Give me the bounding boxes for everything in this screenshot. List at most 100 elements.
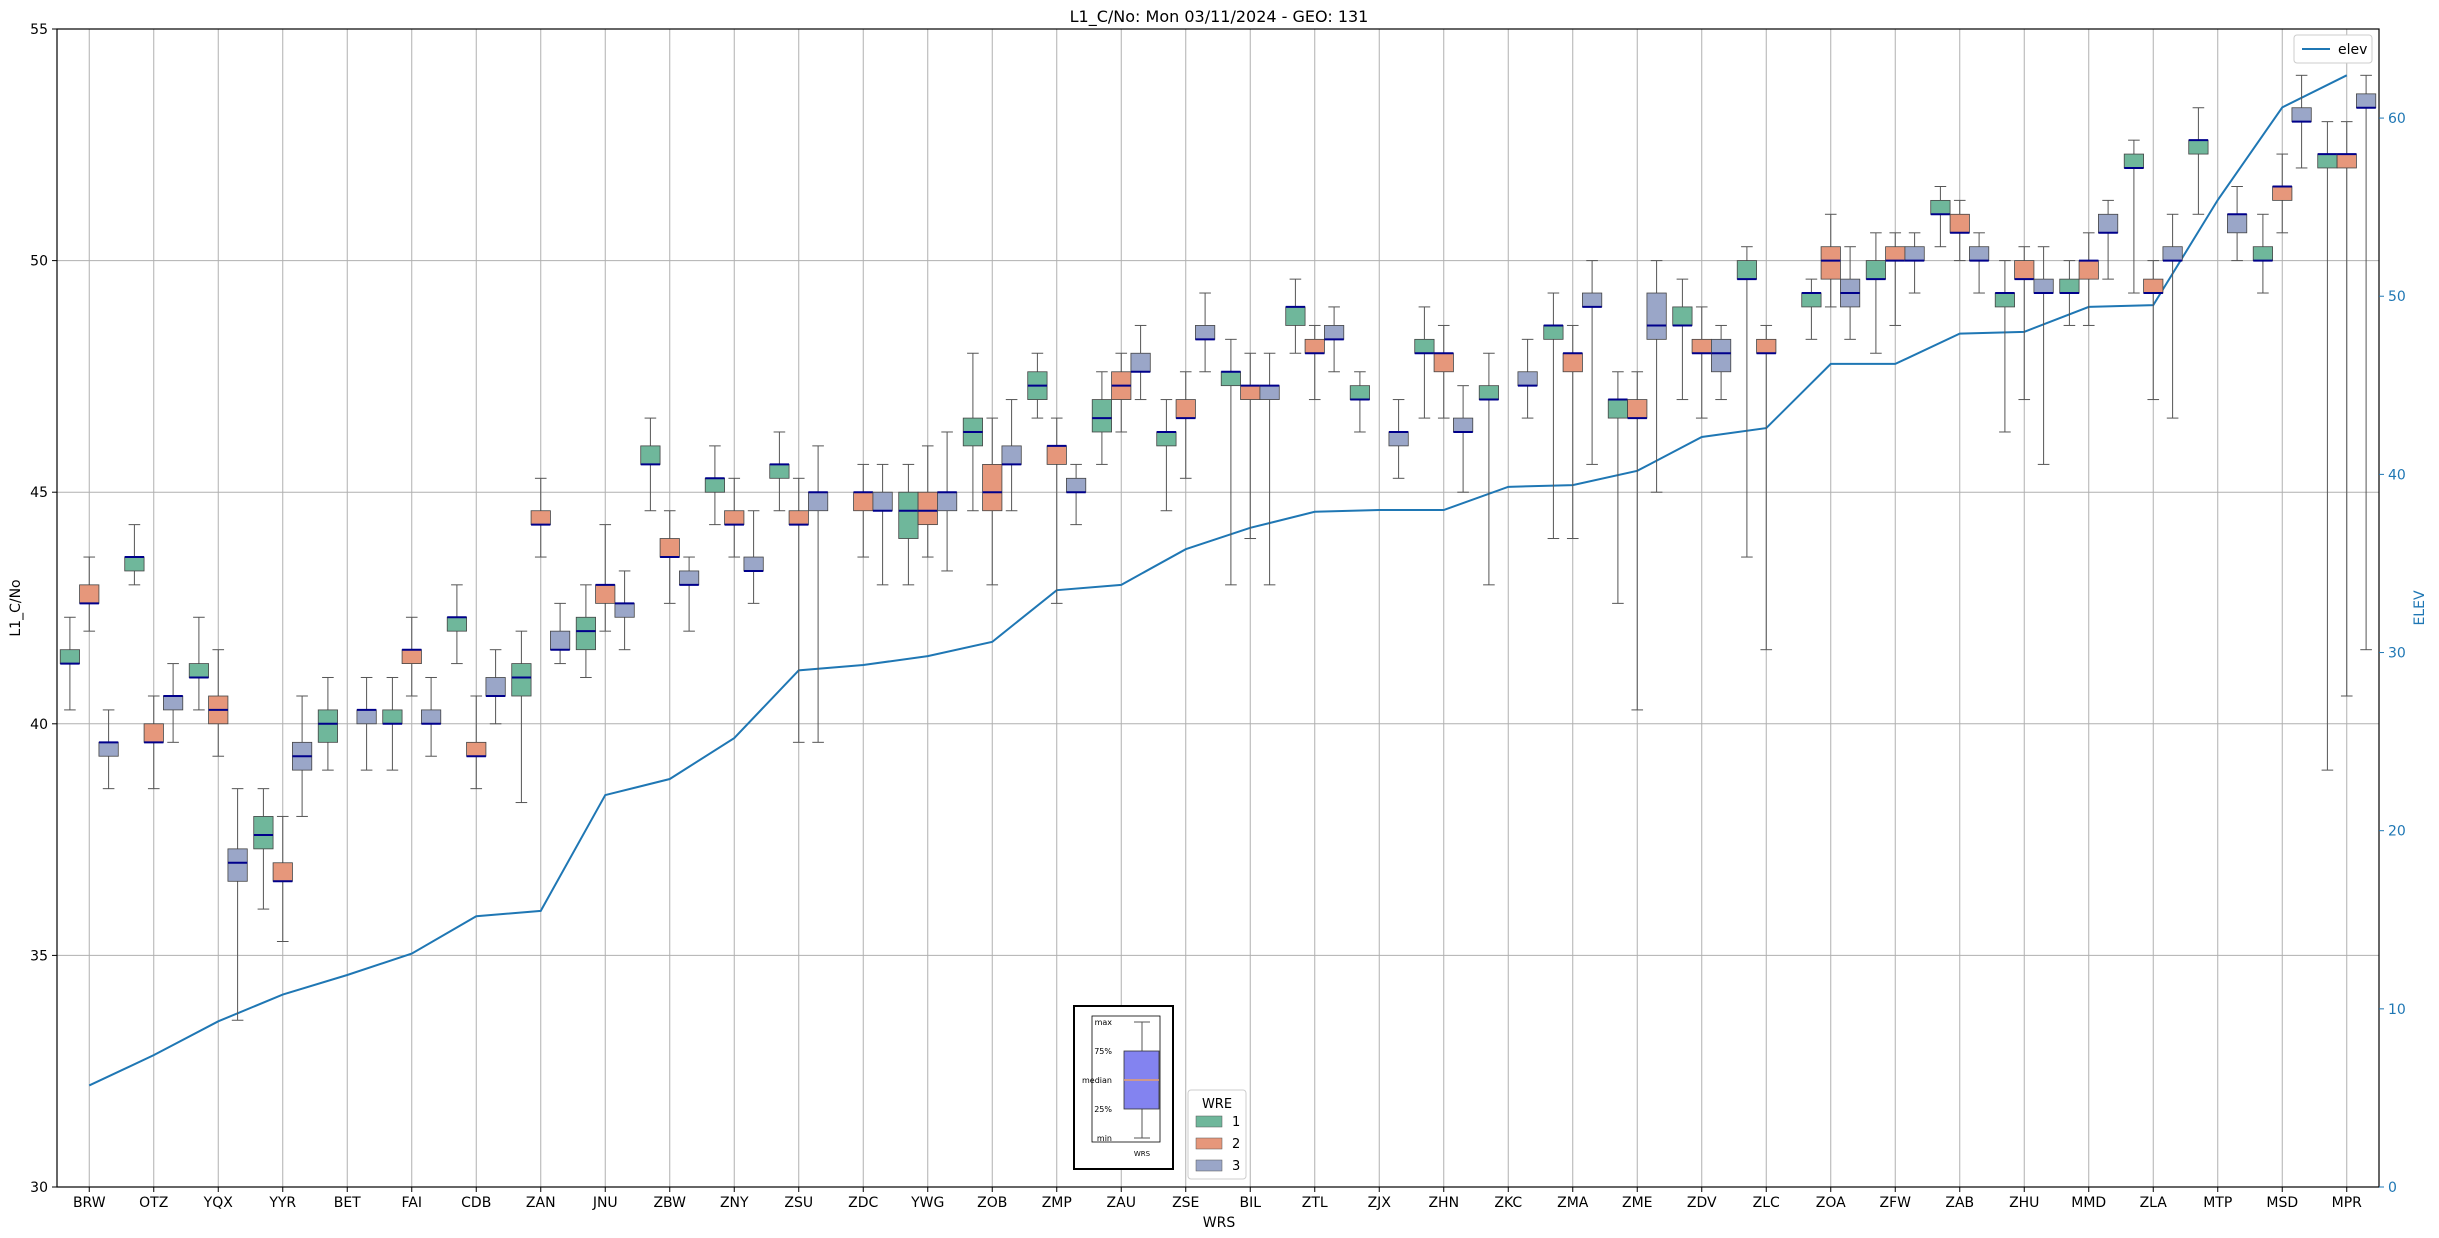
box-body [853,491,874,512]
box-plot [1195,292,1216,373]
box-plot [2059,260,2080,326]
box-plot [872,463,893,586]
box-body [317,709,338,743]
box-body [872,491,893,512]
x-tick-label: ZOB [977,1195,1007,1211]
box-plot [227,788,248,1021]
x-tick-label: ZFW [1880,1195,1912,1211]
box-body [1304,338,1325,354]
x-tick-label: BRW [73,1195,106,1211]
y-tick-label: 40 [30,717,48,733]
chart-title: L1_C/No: Mon 03/11/2024 - GEO: 131 [1070,7,1369,27]
box-plot [679,556,700,632]
elev-line [88,74,2348,1087]
box-plot [2336,121,2357,697]
box-plot [1865,232,1886,354]
box-plot [1672,278,1693,401]
box-plot [1001,399,1022,512]
y-tick-label: 45 [30,485,48,501]
inset-label-max: max [1095,1018,1113,1027]
box-plot [614,570,635,651]
box-plot [2317,121,2338,771]
box-body [1736,260,1757,280]
box-plot [292,695,313,817]
inset-label-median: median [1082,1076,1112,1085]
box-plot [595,524,616,632]
box-body [2143,278,2164,294]
line-legend-label: elev [2338,42,2367,58]
box-body [1066,477,1087,493]
box-body [1756,338,1777,354]
box-body [659,538,680,558]
box-plot [2162,213,2183,419]
box-body [1949,213,1970,234]
box-plot [421,676,442,757]
box-body [511,663,532,697]
y-tick-label: 50 [30,254,48,270]
box-plot [2123,139,2144,294]
box-body [2162,246,2183,261]
box-plot [1582,260,1603,465]
box-plot [466,695,487,790]
box-plot [2143,260,2164,401]
y2-tick-label: 20 [2388,824,2406,840]
box-body [1994,292,2015,308]
box-body [382,709,403,725]
wre-legend: WRE 1 2 3 [1187,1089,1247,1180]
box-plot [59,616,80,711]
box-plot [1091,371,1112,465]
box-plot [1111,352,1132,433]
box-plot [1969,232,1990,294]
box-plot [1046,417,1067,604]
box-plot [2252,213,2273,294]
box-body [1904,246,1925,261]
x-tick-label: ZKC [1494,1195,1522,1211]
box-body [1627,399,1648,419]
box-body [2123,153,2144,169]
x-tick-label: CDB [461,1195,491,1211]
inset-label-25: 25% [1094,1105,1112,1114]
box-body [550,630,571,651]
box-plot [1175,371,1196,479]
wre-legend-swatch-3 [1195,1159,1223,1172]
box-plot [2014,246,2035,401]
box-plot [79,556,100,632]
box-body [1969,246,1990,261]
box-plot [704,445,725,526]
box-plot [2272,153,2293,234]
box-body [1091,399,1112,433]
y2-tick-label: 50 [2388,289,2406,305]
x-tick-label: ZNY [720,1195,749,1211]
box-plot [808,445,829,743]
box-body [1001,445,1022,465]
box-body [2317,153,2338,169]
x-tick-label: ZBW [653,1195,686,1211]
box-body [356,709,377,725]
box-body [2336,153,2357,169]
box-plot [788,477,809,743]
wre-legend-label-1: 1 [1232,1115,1240,1130]
box-plot [1994,260,2015,433]
box-plot [1691,306,1712,419]
x-tick-label: MPR [2332,1195,2363,1211]
box-plot [401,616,422,697]
box-body [446,616,467,632]
plot-frame [56,28,2380,1188]
x-tick-label: ZME [1622,1195,1653,1211]
x-tick-label: OTZ [139,1195,168,1211]
x-tick-label: YYR [268,1195,296,1211]
x-tick-label: ZSU [784,1195,813,1211]
box-body [724,510,745,526]
x-axis: BRW OTZ YQX YYR BET FAI CDB ZAN JNU ZBW ZNY ZSU ZDC Y… [73,1187,2362,1211]
box-body [898,491,919,539]
box-body [1478,385,1499,400]
box-plot [743,510,764,604]
box-body [421,709,442,725]
box-body [401,649,422,664]
x-tick-label: BET [334,1195,361,1211]
box-plot [1949,199,1970,262]
box-body [1543,325,1564,340]
grid [57,28,2379,1188]
box-body [2014,260,2035,280]
